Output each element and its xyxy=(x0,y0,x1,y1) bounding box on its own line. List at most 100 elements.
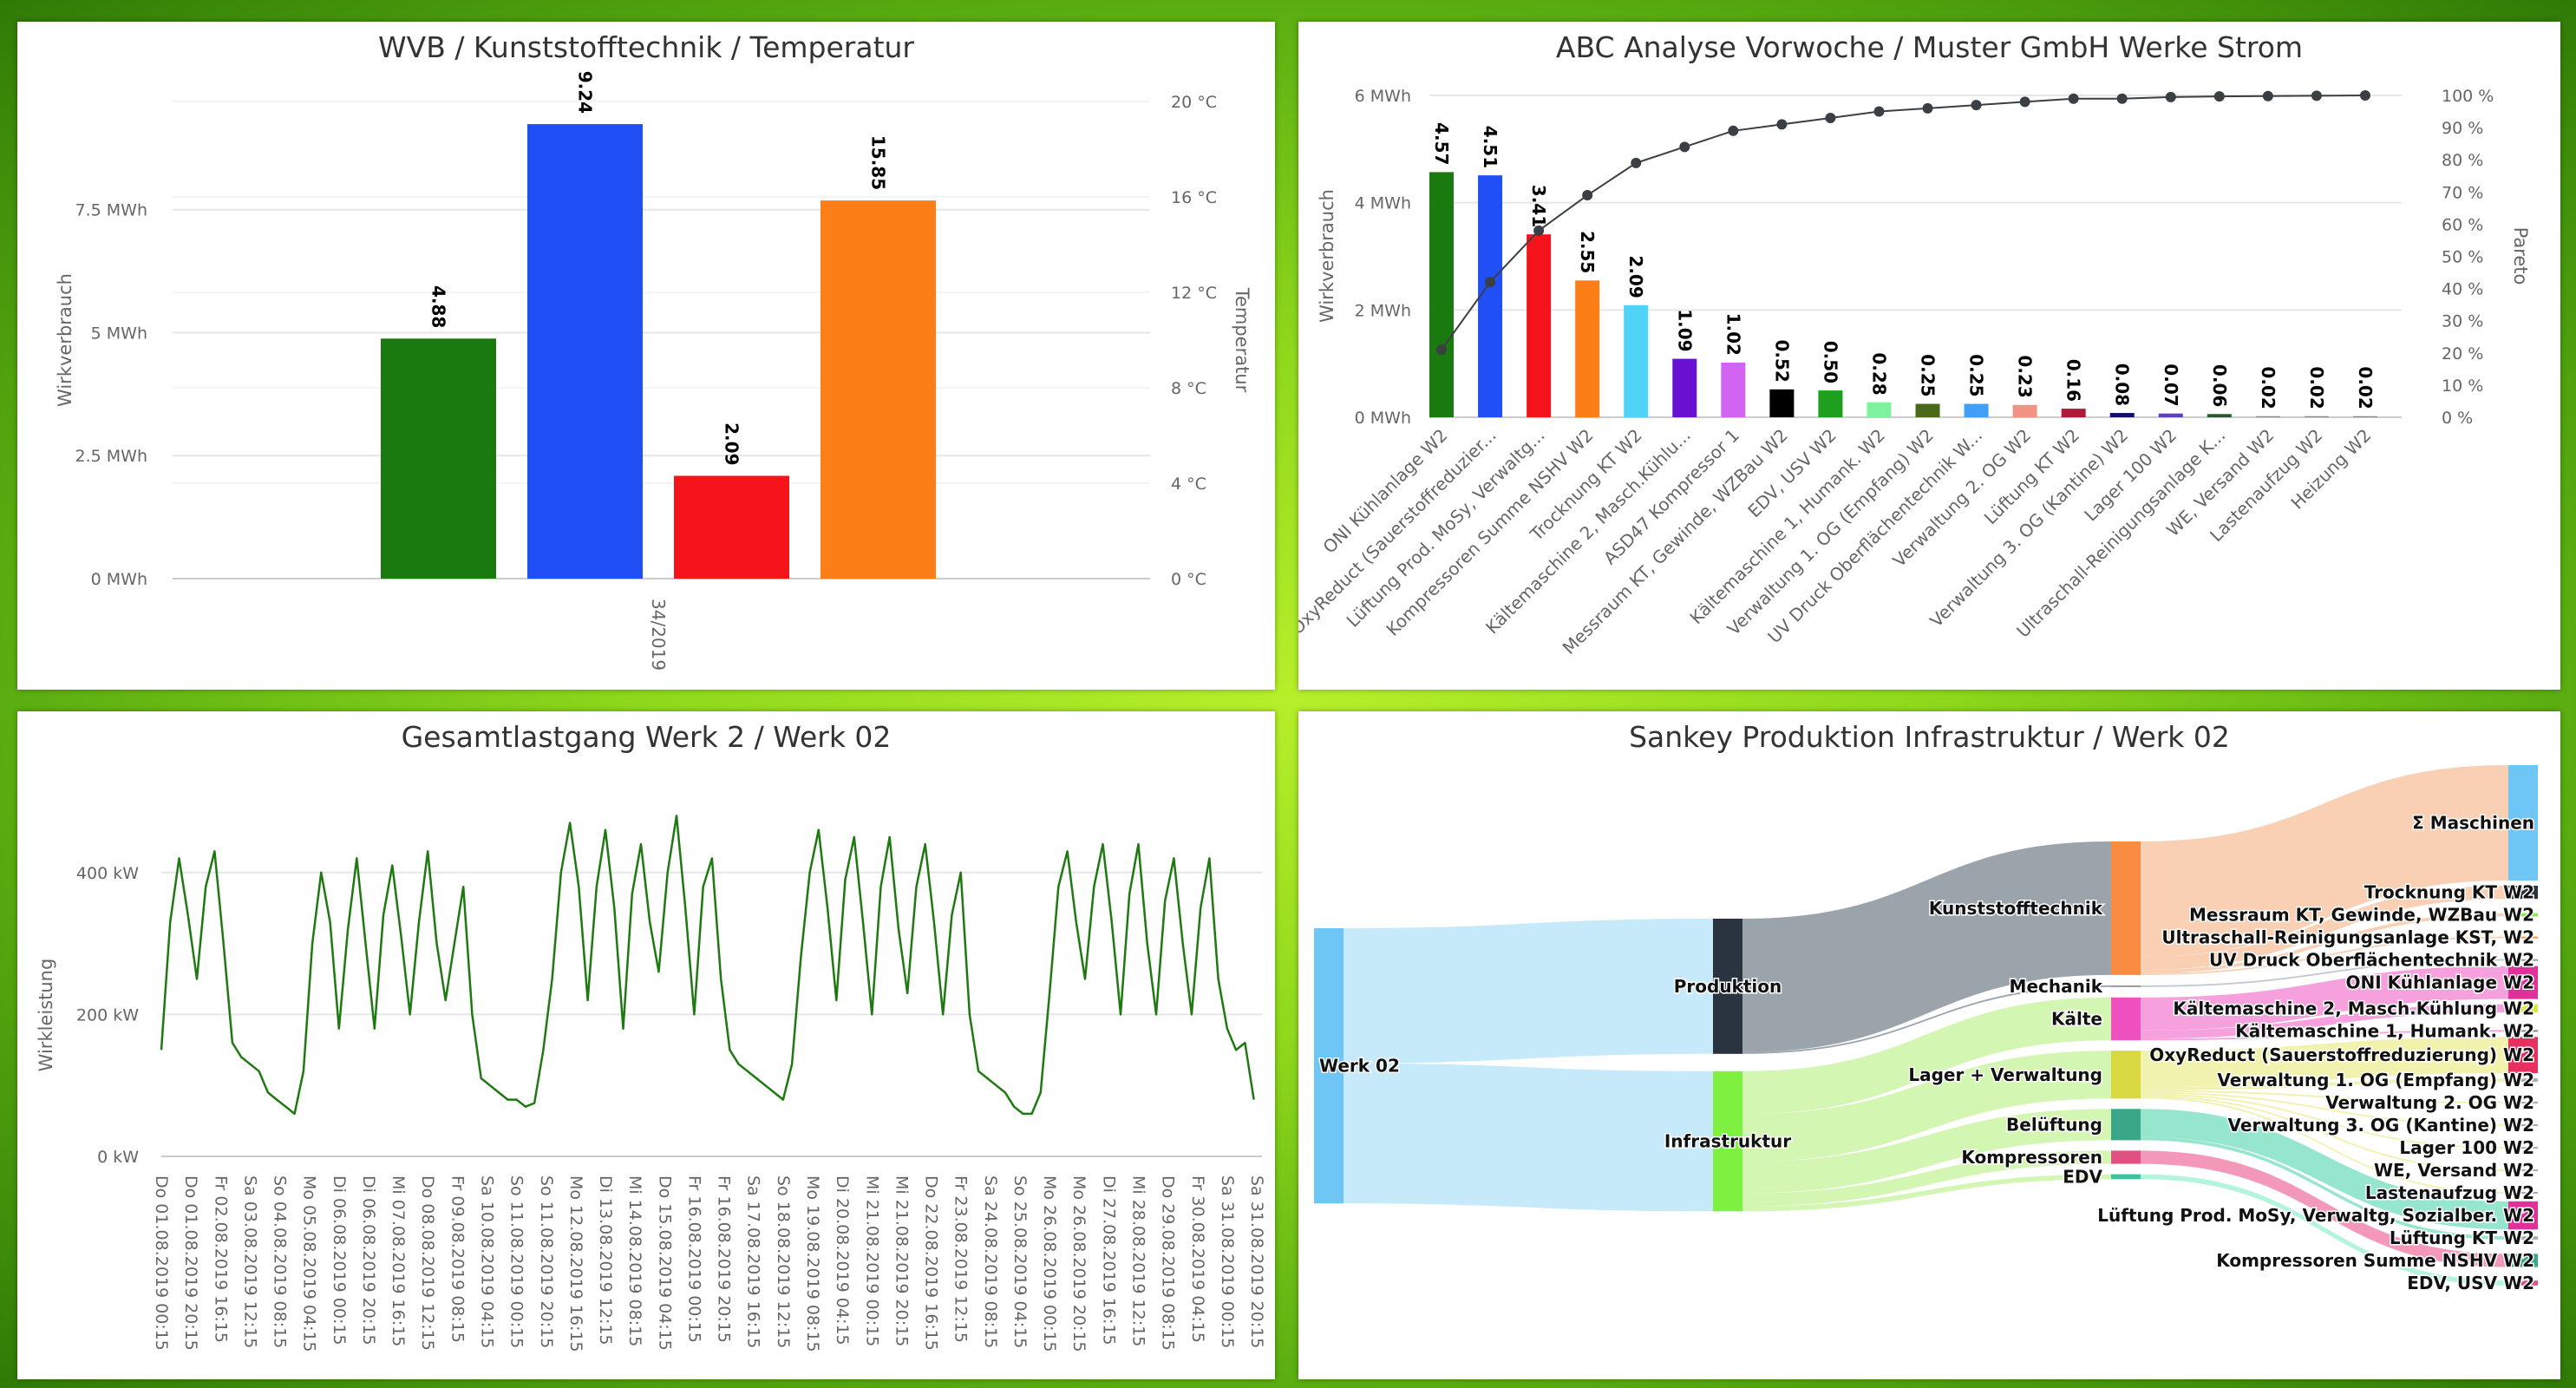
pareto-point[interactable] xyxy=(1582,190,1593,201)
bar[interactable] xyxy=(1915,403,1940,417)
pareto-point[interactable] xyxy=(1922,102,1933,114)
bar[interactable] xyxy=(1964,403,1989,417)
sankey-link[interactable] xyxy=(2141,913,2508,973)
pareto-point[interactable] xyxy=(1728,125,1739,136)
sankey-node[interactable] xyxy=(1314,928,1344,1204)
bar[interactable] xyxy=(1672,358,1697,417)
sankey-link[interactable] xyxy=(2141,765,2508,957)
bar[interactable] xyxy=(1867,402,1892,417)
bar[interactable] xyxy=(1575,280,1600,417)
bar[interactable] xyxy=(674,475,789,579)
sankey-node[interactable] xyxy=(2508,1201,2538,1230)
pareto-point[interactable] xyxy=(2262,90,2273,101)
sankey-link[interactable] xyxy=(2141,1030,2508,1041)
bar[interactable] xyxy=(1721,362,1746,417)
sankey-link[interactable] xyxy=(1742,1109,2111,1194)
sankey-node[interactable] xyxy=(2508,936,2538,939)
sankey-link[interactable] xyxy=(1742,841,2111,1052)
bar[interactable] xyxy=(2352,416,2377,417)
pareto-point[interactable] xyxy=(2359,90,2370,101)
sankey-node[interactable] xyxy=(2111,1174,2141,1180)
sankey-node[interactable] xyxy=(2111,985,2141,987)
pareto-point[interactable] xyxy=(2165,91,2176,102)
bar[interactable] xyxy=(2158,413,2183,417)
sankey-link[interactable] xyxy=(2141,1037,2508,1087)
sankey-link[interactable] xyxy=(1344,1063,1713,1212)
sankey-node[interactable] xyxy=(2508,1192,2538,1195)
sankey-node[interactable] xyxy=(2508,1124,2538,1127)
sankey-link[interactable] xyxy=(2141,1093,2508,1149)
sankey-node[interactable] xyxy=(2111,1109,2141,1141)
bar[interactable] xyxy=(381,338,496,579)
load-line[interactable] xyxy=(160,815,1255,1116)
sankey-node[interactable] xyxy=(2508,913,2538,917)
pareto-point[interactable] xyxy=(1873,106,1885,117)
sankey-link[interactable] xyxy=(2141,1109,2508,1230)
sankey-link[interactable] xyxy=(2141,1095,2508,1171)
sankey-node[interactable] xyxy=(2111,1150,2141,1164)
pareto-point[interactable] xyxy=(2068,93,2079,104)
sankey-node[interactable] xyxy=(2111,997,2141,1041)
bar[interactable] xyxy=(2061,409,2086,417)
bar[interactable] xyxy=(2207,414,2232,417)
pareto-point[interactable] xyxy=(2213,91,2225,102)
bar[interactable] xyxy=(2304,416,2329,417)
sankey-link[interactable] xyxy=(2141,1136,2508,1240)
sankey-node[interactable] xyxy=(1713,1070,1742,1212)
sankey-link[interactable] xyxy=(2141,959,2508,987)
sankey-link[interactable] xyxy=(1344,919,1713,1064)
bar[interactable] xyxy=(1527,234,1552,417)
sankey-link[interactable] xyxy=(2141,1004,2508,1039)
sankey-link[interactable] xyxy=(1742,1051,2111,1162)
sankey-link[interactable] xyxy=(1742,985,2111,1054)
sankey-node[interactable] xyxy=(1713,919,1742,1054)
bar[interactable] xyxy=(2255,416,2280,417)
bar[interactable] xyxy=(2012,404,2037,417)
pareto-point[interactable] xyxy=(1485,277,1496,288)
bar[interactable] xyxy=(1769,389,1795,417)
sankey-link[interactable] xyxy=(1742,997,2111,1115)
sankey-node[interactable] xyxy=(2508,1169,2538,1172)
bar[interactable] xyxy=(1429,172,1455,417)
sankey-node[interactable] xyxy=(2508,1004,2538,1013)
pareto-point[interactable] xyxy=(1776,119,1788,130)
sankey-link[interactable] xyxy=(2141,1091,2508,1126)
pareto-point[interactable] xyxy=(2116,93,2128,104)
sankey-node[interactable] xyxy=(2508,1030,2538,1032)
pareto-point[interactable] xyxy=(1679,141,1690,153)
bar[interactable] xyxy=(2109,413,2135,417)
sankey-node[interactable] xyxy=(2508,1037,2538,1074)
sankey-link[interactable] xyxy=(2141,1150,2508,1267)
sankey-link[interactable] xyxy=(2141,966,2508,1031)
sankey-link[interactable] xyxy=(2141,886,2508,971)
sankey-node[interactable] xyxy=(2508,1280,2538,1286)
sankey-link[interactable] xyxy=(2141,1097,2508,1194)
bar[interactable] xyxy=(1818,390,1843,417)
sankey-link[interactable] xyxy=(2141,1078,2508,1090)
sankey-node[interactable] xyxy=(2508,1254,2538,1267)
pareto-point[interactable] xyxy=(1533,225,1545,236)
bar[interactable] xyxy=(821,200,936,579)
pareto-point[interactable] xyxy=(2311,90,2322,101)
sankey-node[interactable] xyxy=(2111,841,2141,975)
pareto-point[interactable] xyxy=(1825,112,1836,123)
sankey-node[interactable] xyxy=(2508,959,2538,961)
bar[interactable] xyxy=(1624,304,1649,417)
sankey-link[interactable] xyxy=(1742,1174,2111,1212)
sankey-node[interactable] xyxy=(2508,765,2538,881)
sankey-node[interactable] xyxy=(2508,1102,2538,1104)
sankey-node[interactable] xyxy=(2508,1236,2538,1240)
sankey-node[interactable] xyxy=(2508,886,2538,900)
pareto-point[interactable] xyxy=(2019,96,2030,108)
sankey-link[interactable] xyxy=(2141,1090,2508,1103)
sankey-node[interactable] xyxy=(2508,966,2538,999)
sankey-link[interactable] xyxy=(2141,1174,2508,1286)
pareto-point[interactable] xyxy=(1631,157,1642,168)
sankey-link[interactable] xyxy=(1742,1150,2111,1207)
sankey-node[interactable] xyxy=(2111,1051,2141,1099)
sankey-node[interactable] xyxy=(2508,1078,2538,1082)
pareto-point[interactable] xyxy=(1971,100,1982,111)
sankey-link[interactable] xyxy=(2141,936,2508,975)
bar[interactable] xyxy=(1478,175,1503,418)
bar[interactable] xyxy=(527,124,643,579)
